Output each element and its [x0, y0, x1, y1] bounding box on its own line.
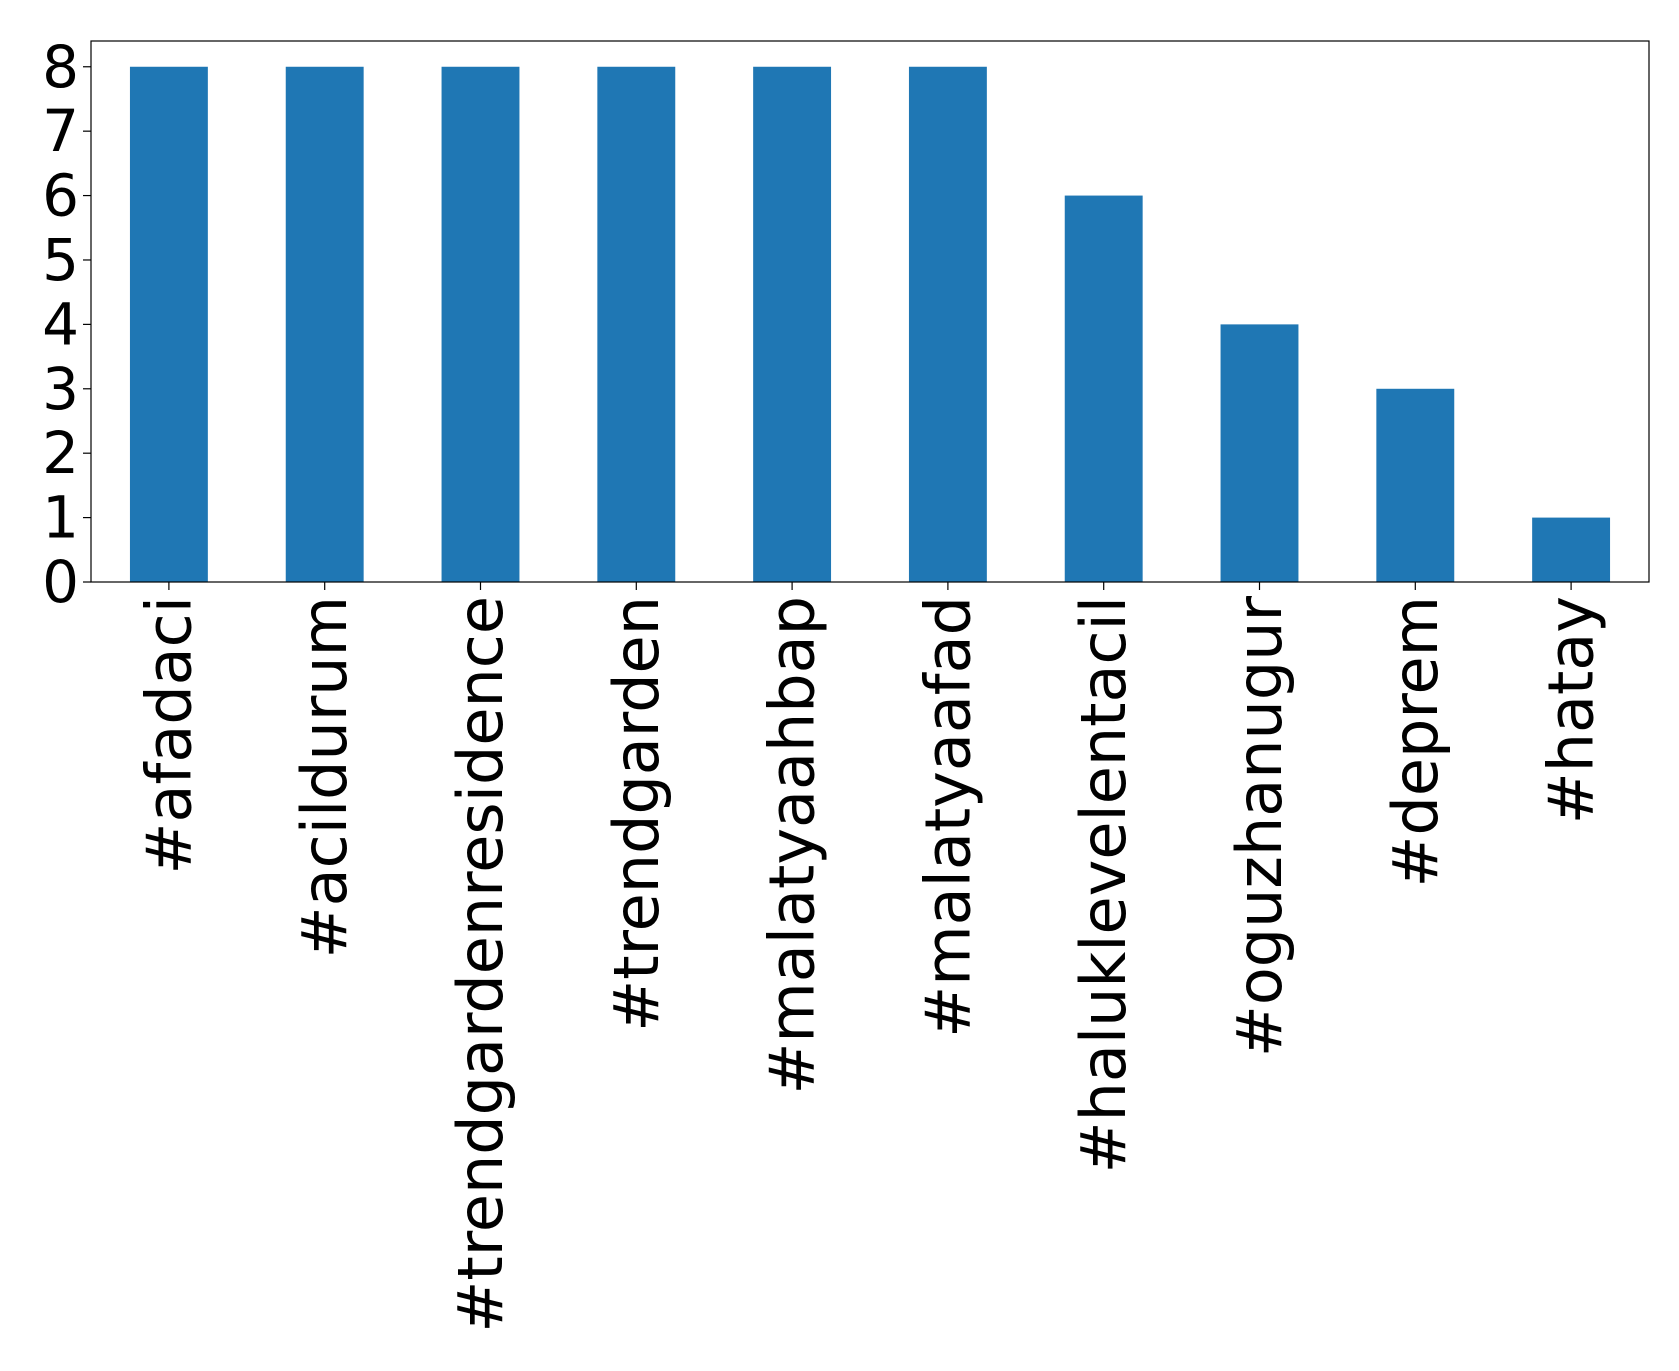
y-tick-label: 5 — [42, 226, 79, 294]
bar — [441, 66, 520, 582]
bar — [908, 66, 987, 582]
x-tick-label: #hatay — [1535, 596, 1608, 824]
bar — [1064, 195, 1143, 583]
x-tick-label: #oguzhanugur — [1223, 596, 1296, 1058]
x-tick-label: #trendgardenresidence — [444, 596, 517, 1333]
y-tick-label: 4 — [42, 290, 79, 358]
y-tick-label: 8 — [42, 33, 79, 101]
plot-frame — [90, 40, 1650, 583]
bar — [129, 66, 208, 582]
x-tick-label: #malatyaafad — [911, 596, 984, 1038]
x-tick-label: #trendgarden — [600, 596, 673, 1032]
y-tick-label: 6 — [42, 162, 79, 230]
bar — [1220, 324, 1299, 582]
x-tick-label: #deprem — [1379, 596, 1452, 887]
y-tick-label: 1 — [42, 484, 79, 552]
bar — [597, 66, 676, 582]
y-tick-label: 7 — [42, 97, 79, 165]
x-tick-label: #afadaci — [132, 596, 205, 874]
x-tick-label: #acildurum — [288, 596, 361, 958]
bar — [1376, 388, 1455, 582]
x-tick-label: #haluklevelentacil — [1067, 596, 1140, 1173]
y-tick-label: 2 — [42, 419, 79, 487]
y-tick-label: 3 — [42, 355, 79, 423]
bar — [753, 66, 832, 582]
bar — [285, 66, 364, 582]
bar — [1532, 517, 1611, 582]
x-tick-label: #malatyaahbap — [756, 596, 829, 1095]
y-tick-label: 0 — [42, 548, 79, 616]
